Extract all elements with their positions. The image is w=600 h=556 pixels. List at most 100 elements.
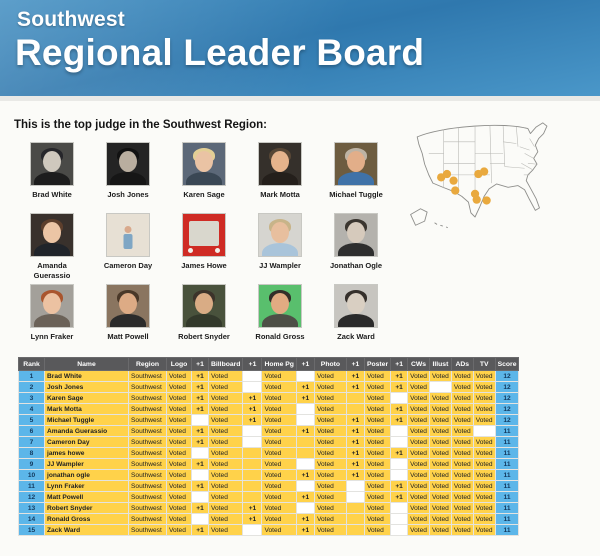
- vote-cell: Voted: [363, 381, 392, 393]
- plus-one-cell: +1: [345, 458, 365, 470]
- vote-cell: Voted: [450, 392, 474, 404]
- vote-cell: Voted: [166, 491, 192, 503]
- vote-cell: Voted: [407, 480, 430, 492]
- table-row: 9 JJ Wampler Southwest Voted +1 Voted Voted Vot…: [18, 458, 520, 470]
- avatar-shape: [271, 151, 289, 172]
- vote-cell: Voted: [472, 524, 496, 536]
- judge-photo: [182, 284, 226, 328]
- vote-cell: Voted: [363, 491, 392, 503]
- empty-cell: [390, 502, 409, 514]
- judge-name: Lynn Fraker: [30, 332, 74, 341]
- table-row: 3 Karen Sage Southwest Voted +1 Voted +1 Voted +…: [18, 392, 520, 404]
- region-cell: Southwest: [128, 436, 167, 448]
- empty-cell: [295, 436, 315, 448]
- vote-cell: Voted: [363, 447, 392, 459]
- vote-cell: Voted: [313, 403, 347, 415]
- judge-name: James Howe: [181, 261, 227, 270]
- judge-name: Matt Powell: [107, 332, 149, 341]
- vote-cell: Voted: [428, 513, 452, 525]
- score-cell: 11: [494, 480, 520, 492]
- region-cell: Southwest: [128, 381, 167, 393]
- vote-cell: Voted: [166, 447, 192, 459]
- vote-cell: Voted: [207, 458, 244, 470]
- judge-name: Josh Jones: [107, 190, 149, 199]
- vote-cell: Voted: [450, 370, 474, 382]
- state-lines: [428, 125, 537, 197]
- judge-photo: [30, 213, 74, 257]
- vote-cell: Voted: [313, 502, 347, 514]
- empty-cell: [295, 403, 315, 415]
- name-cell: james howe: [44, 447, 129, 459]
- vote-cell: Voted: [261, 447, 297, 459]
- map-dot: [449, 176, 458, 185]
- name-cell: Mark Motta: [44, 403, 129, 415]
- plus-one-cell: +1: [345, 436, 365, 448]
- vote-cell: Voted: [261, 469, 297, 481]
- region-cell: Southwest: [128, 502, 167, 514]
- empty-cell: [390, 425, 409, 437]
- vote-cell: Voted: [450, 381, 474, 393]
- vote-cell: Voted: [207, 381, 244, 393]
- vote-cell: Voted: [363, 469, 392, 481]
- column-header: Name: [44, 357, 129, 371]
- name-cell: Zack Ward: [44, 524, 129, 536]
- judge-photo: [106, 142, 150, 186]
- vote-cell: Voted: [313, 524, 347, 536]
- map-dot: [472, 195, 481, 204]
- vote-cell: Voted: [166, 480, 192, 492]
- table-row: 5 Michael Tuggle Southwest Voted Voted +1 Vote…: [18, 414, 520, 426]
- empty-cell: [345, 480, 365, 492]
- vote-cell: Voted: [407, 491, 430, 503]
- vote-cell: Voted: [428, 403, 452, 415]
- vote-cell: Voted: [261, 524, 297, 536]
- plus-one-cell: +1: [191, 436, 209, 448]
- vote-cell: Voted: [313, 491, 347, 503]
- vote-cell: Voted: [450, 414, 474, 426]
- table-row: 11 Lynn Fraker Southwest Voted +1 Voted Voted V…: [18, 480, 520, 492]
- avatar-shape: [347, 151, 365, 172]
- vote-cell: Voted: [407, 524, 430, 536]
- vote-cell: Voted: [450, 436, 474, 448]
- vote-cell: Voted: [363, 414, 392, 426]
- plus-one-cell: +1: [191, 480, 209, 492]
- judge-photo: [334, 213, 378, 257]
- score-cell: 11: [494, 513, 520, 525]
- leaderboard-header-row: Rank Name Region Logo +1 Billboard +1 Home Pg +1…: [18, 357, 520, 371]
- vote-cell: Voted: [166, 458, 192, 470]
- etch-a-sketch-shape: [188, 248, 193, 253]
- vote-cell: Voted: [428, 480, 452, 492]
- plus-one-cell: +1: [345, 469, 365, 481]
- vote-cell: Voted: [407, 436, 430, 448]
- vote-cell: Voted: [363, 370, 392, 382]
- rank-cell: 3: [18, 392, 45, 404]
- vote-cell: Voted: [313, 381, 347, 393]
- judge-photo: [258, 213, 302, 257]
- empty-cell: [390, 458, 409, 470]
- column-header: +1: [295, 357, 315, 371]
- vote-cell: Voted: [363, 502, 392, 514]
- vote-cell: Voted: [407, 425, 430, 437]
- vote-cell: Voted: [261, 436, 297, 448]
- vote-cell: Voted: [450, 458, 474, 470]
- plus-one-cell: +1: [242, 403, 263, 415]
- plus-one-cell: +1: [390, 491, 409, 503]
- vote-cell: Voted: [428, 436, 452, 448]
- avatar-shape: [43, 293, 61, 314]
- table-row: 10 jonathan ogle Southwest Voted Voted Voted +…: [18, 469, 520, 481]
- vote-cell: Voted: [261, 502, 297, 514]
- judge-name: JJ Wampler: [259, 261, 301, 270]
- avatar-shape: [186, 172, 222, 185]
- empty-cell: [295, 502, 315, 514]
- judge-card: Amanda Guerassio: [14, 213, 90, 284]
- judge-name: Jonathan Ogle: [329, 261, 383, 270]
- empty-cell: [295, 480, 315, 492]
- column-header: Photo: [313, 357, 347, 371]
- plus-one-cell: +1: [242, 502, 263, 514]
- vote-cell: Voted: [261, 392, 297, 404]
- column-header: TV: [472, 357, 496, 371]
- figure-shape: [124, 226, 132, 233]
- map-dot: [480, 167, 489, 176]
- avatar-shape: [262, 172, 298, 185]
- judge-photo: [182, 142, 226, 186]
- empty-cell: [472, 425, 496, 437]
